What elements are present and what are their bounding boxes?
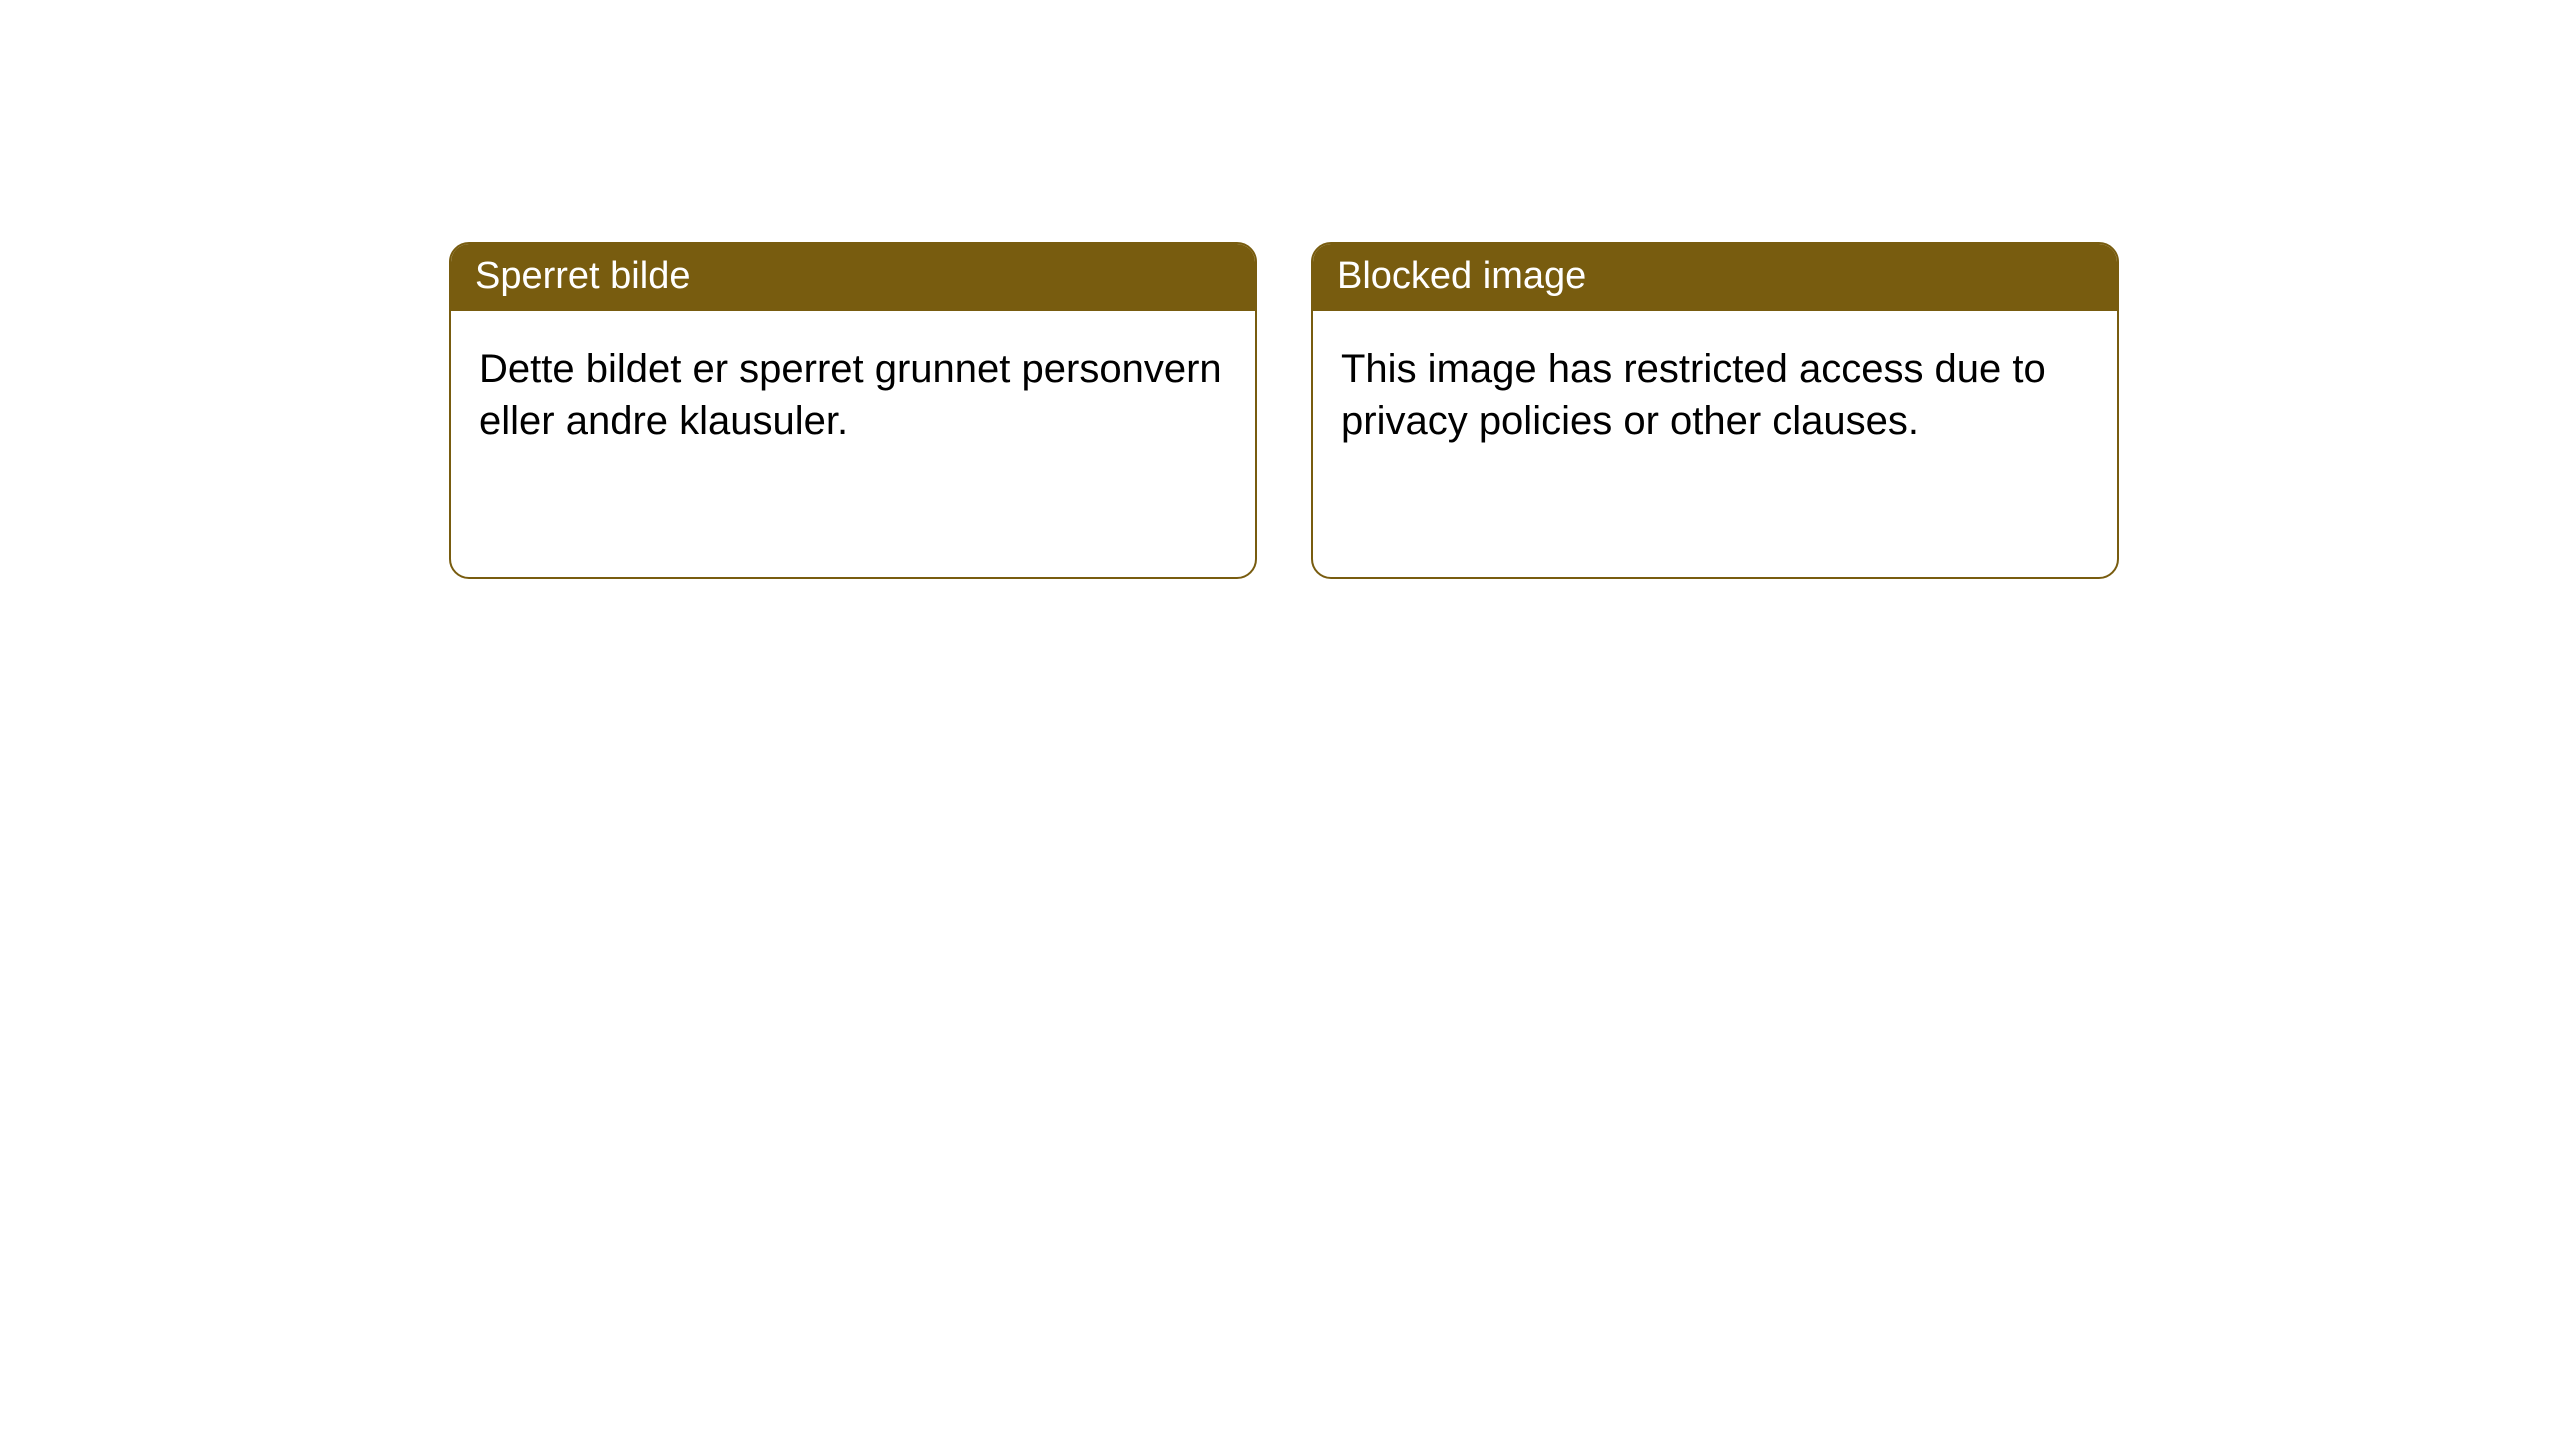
blocked-image-card-english: Blocked image This image has restricted … bbox=[1311, 242, 2119, 579]
card-body-norwegian: Dette bildet er sperret grunnet personve… bbox=[451, 311, 1255, 479]
card-header-norwegian: Sperret bilde bbox=[451, 244, 1255, 311]
card-header-english: Blocked image bbox=[1313, 244, 2117, 311]
blocked-image-card-norwegian: Sperret bilde Dette bildet er sperret gr… bbox=[449, 242, 1257, 579]
cards-container: Sperret bilde Dette bildet er sperret gr… bbox=[0, 0, 2560, 579]
card-body-english: This image has restricted access due to … bbox=[1313, 311, 2117, 479]
